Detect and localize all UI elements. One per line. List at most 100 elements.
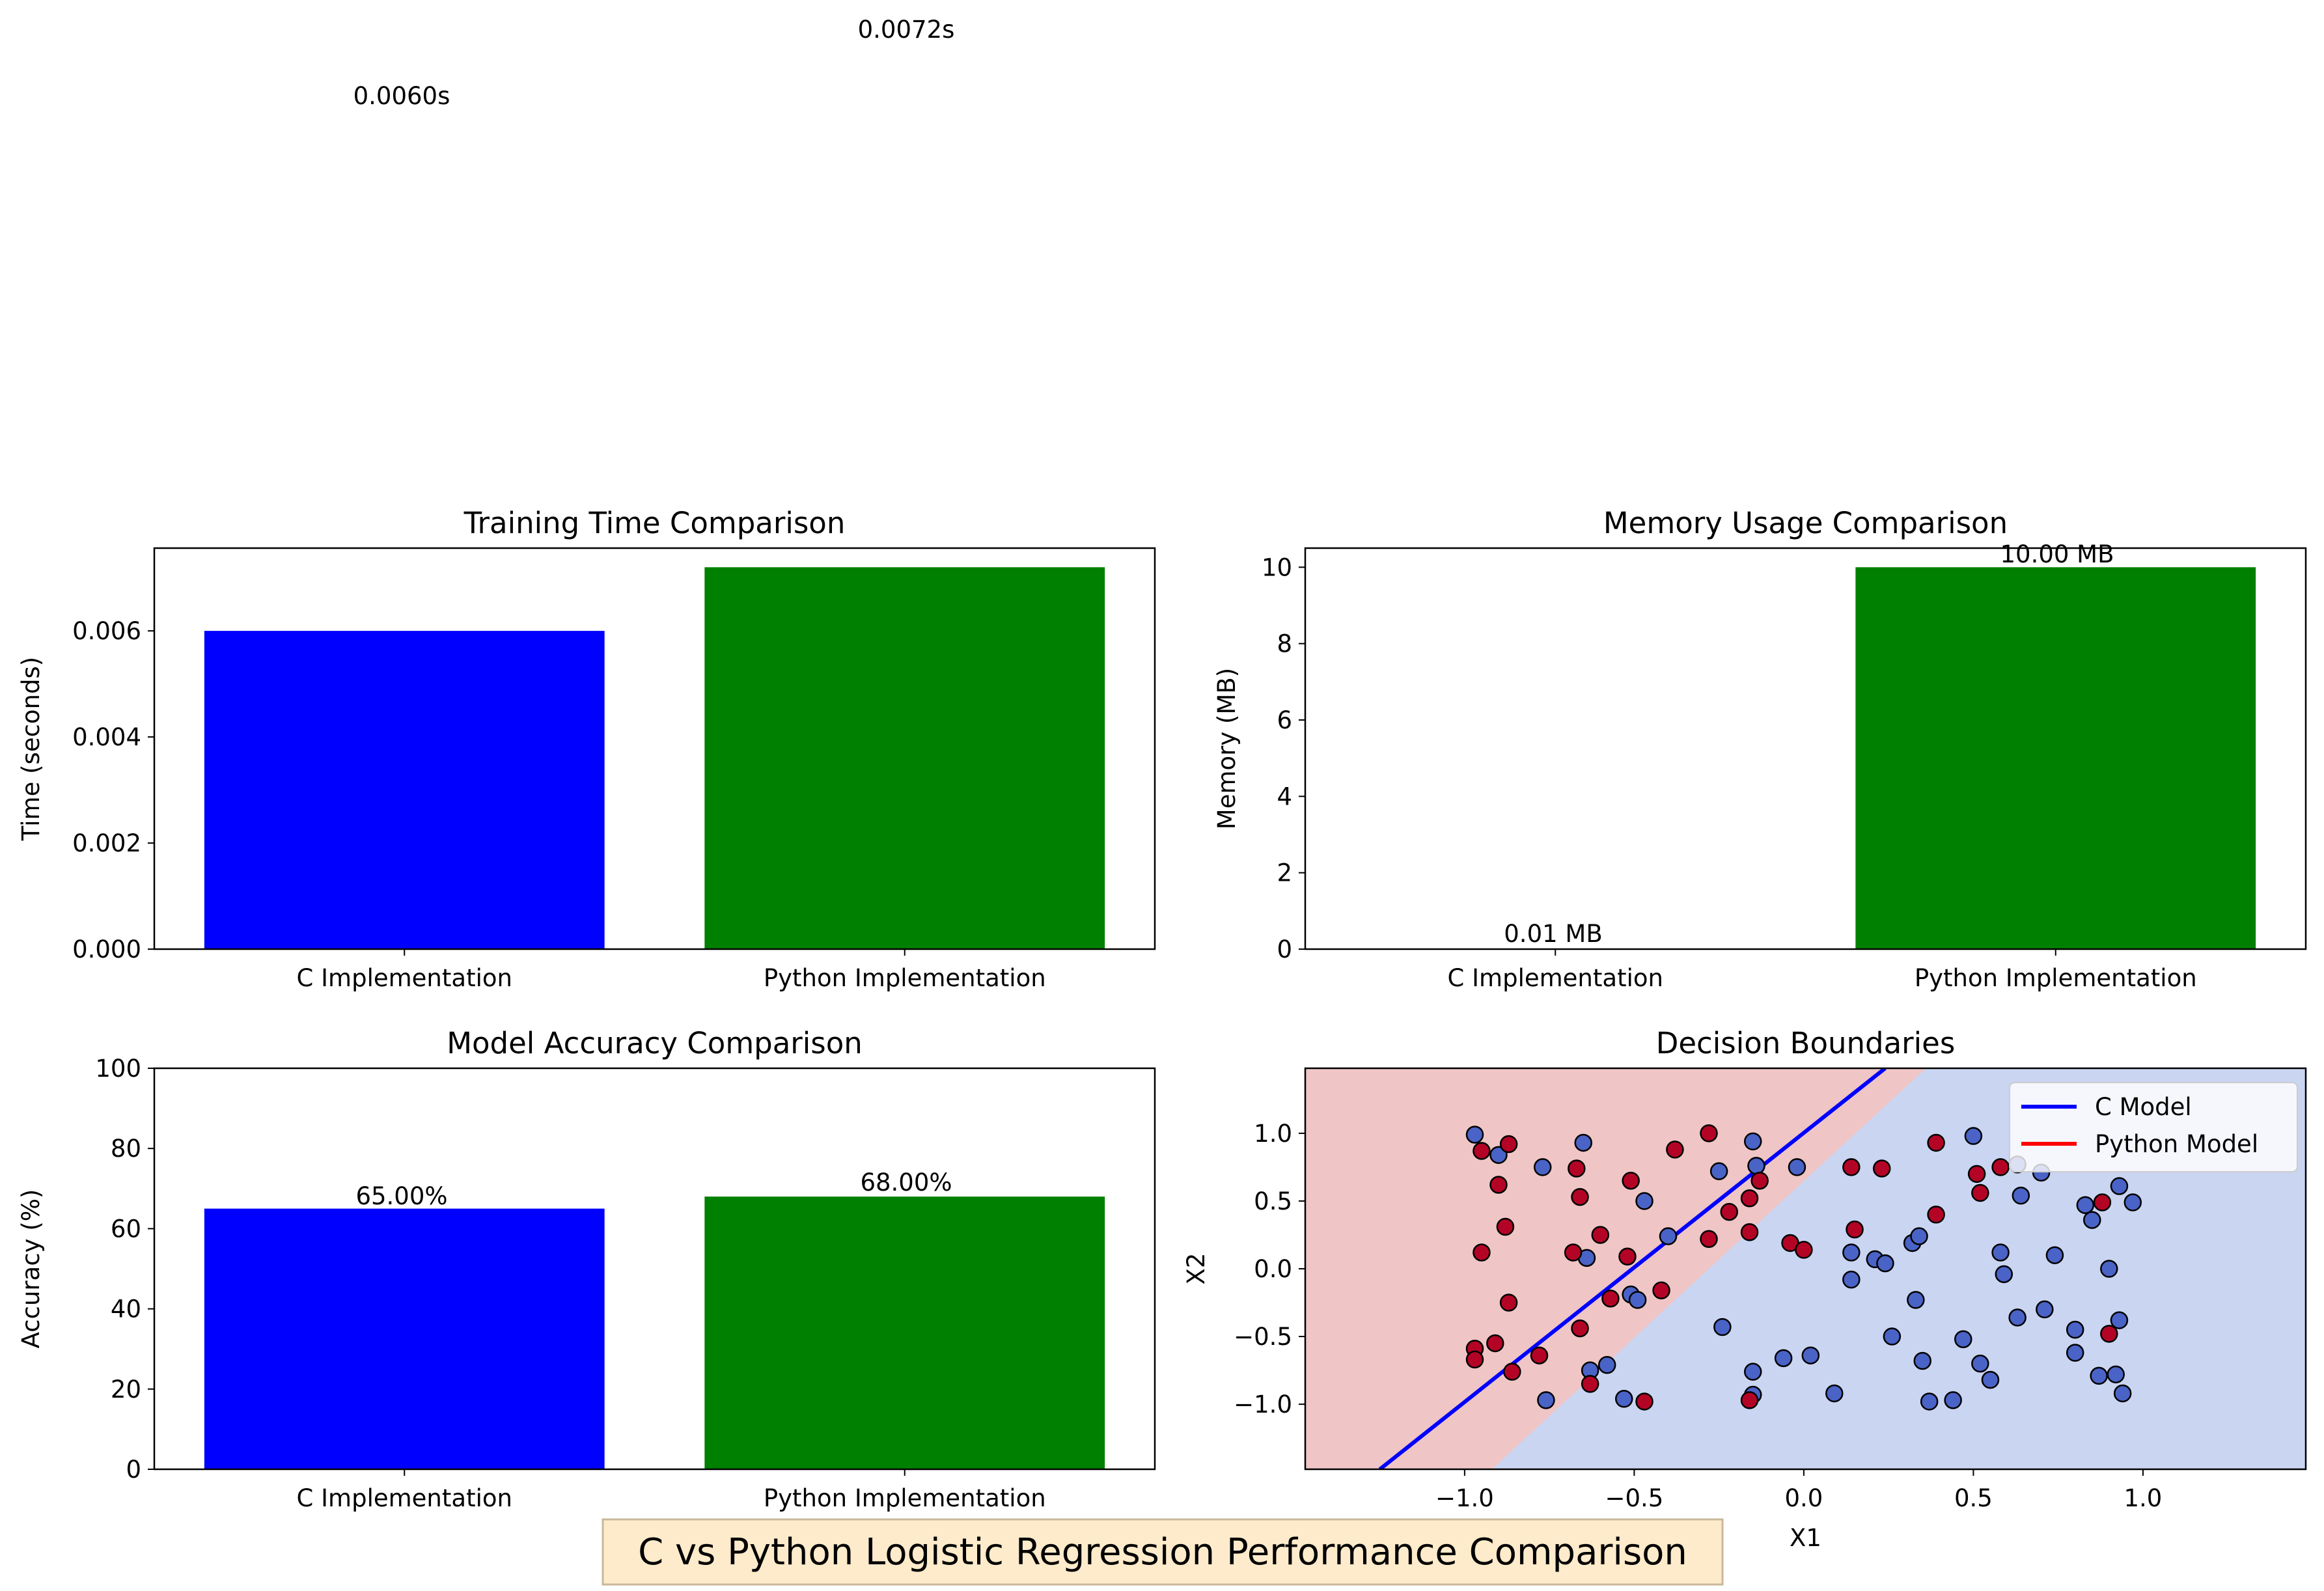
x-tick-label: 0.0	[1784, 1484, 1823, 1512]
data-point	[1465, 1126, 1484, 1144]
data-point	[1571, 1187, 1589, 1206]
chart-title: Memory Usage Comparison	[1603, 506, 2008, 540]
suptitle-box	[602, 1518, 1724, 1586]
data-point	[1571, 1319, 1589, 1338]
chart-title: Model Accuracy Comparison	[447, 1026, 863, 1060]
y-tick-label: 60	[111, 1215, 141, 1243]
x-tick-label: 1.0	[2123, 1484, 2162, 1512]
y-tick-label: −1.0	[1234, 1390, 1292, 1418]
x-tick-label: C Implementation	[297, 964, 512, 992]
suptitle: C vs Python Logistic Regression Performa…	[638, 1531, 1687, 1573]
data-point	[1615, 1390, 1633, 1408]
data-point	[1568, 1159, 1586, 1178]
value-label: 10.00 MB	[2000, 540, 2114, 568]
axes-frame	[1304, 547, 2307, 950]
data-point	[2076, 1196, 2095, 1214]
data-point	[1907, 1291, 1925, 1309]
data-point	[2066, 1320, 2084, 1339]
x-tick-label: C Implementation	[1448, 964, 1663, 992]
data-point	[1496, 1217, 1515, 1236]
data-point	[1700, 1230, 1718, 1248]
data-point	[2110, 1177, 2129, 1195]
decision-boundaries-chart: −1.0 −0.5 0.0 0.5 1.0 −1.0 −0.5 0.0 0.5 1.0 Decisi…	[1182, 1026, 2307, 1552]
y-tick-label: 80	[111, 1135, 141, 1163]
data-point	[1652, 1281, 1670, 1300]
data-point	[1635, 1192, 1653, 1210]
x-tick-label: −0.5	[1605, 1484, 1663, 1512]
data-point	[1628, 1291, 1647, 1309]
decision-line-0	[1378, 1068, 1887, 1469]
y-tick-label: 0	[126, 1456, 141, 1484]
y-tick-label: 4	[1277, 782, 1292, 810]
data-point	[1574, 1133, 1592, 1152]
x-tick-label: −1.0	[1435, 1484, 1494, 1512]
data-point	[1747, 1157, 1765, 1175]
data-point	[1954, 1330, 1972, 1348]
bar-accuracy-1	[704, 1197, 1105, 1469]
y-tick-label: 8	[1277, 630, 1292, 658]
data-point	[1618, 1247, 1637, 1266]
data-point	[1743, 1363, 1762, 1381]
y-axis-label: Memory (MB)	[1213, 668, 1241, 829]
data-point	[1883, 1327, 1902, 1346]
value-label: 0.0072s	[858, 16, 955, 44]
data-point	[1564, 1243, 1583, 1262]
data-point	[2093, 1193, 2112, 1211]
bar-time-1	[704, 567, 1105, 949]
legend: C Model Python Model	[2009, 1082, 2298, 1172]
bar-time-0	[204, 631, 605, 949]
data-point	[2083, 1211, 2101, 1229]
y-tick-label: 6	[1277, 706, 1292, 734]
data-point	[1700, 1124, 1718, 1142]
value-label: 0.01 MB	[1504, 920, 1602, 948]
data-point	[1910, 1227, 1928, 1245]
legend-label: C Model	[2095, 1093, 2192, 1121]
data-point	[1944, 1391, 1962, 1409]
data-point	[2008, 1308, 2027, 1327]
data-point	[1622, 1171, 1640, 1190]
data-point	[1927, 1133, 1945, 1152]
data-point	[1740, 1189, 1759, 1208]
data-point	[1598, 1356, 1616, 1374]
y-tick-label: 0.004	[72, 723, 141, 751]
data-point	[1537, 1391, 1555, 1409]
data-point	[1499, 1135, 1518, 1154]
axes-frame	[1304, 1067, 2307, 1471]
data-point	[1743, 1132, 1762, 1151]
data-point	[1750, 1171, 1769, 1190]
data-point	[2100, 1325, 2118, 1343]
y-tick-label: 2	[1277, 859, 1292, 887]
data-point	[1842, 1158, 1861, 1176]
data-point	[1842, 1243, 1861, 1262]
data-point	[1967, 1165, 1986, 1183]
x-tick-label: 0.5	[1954, 1484, 1993, 1512]
data-point	[1795, 1241, 1813, 1259]
chart-title: Decision Boundaries	[1656, 1026, 1956, 1060]
x-tick-label: Python Implementation	[764, 964, 1046, 992]
data-point	[2107, 1365, 2125, 1384]
value-label: 68.00%	[860, 1169, 952, 1197]
data-point	[1991, 1243, 2010, 1262]
x-tick-label: C Implementation	[297, 1484, 512, 1512]
data-point	[1774, 1349, 1793, 1368]
data-point	[1913, 1351, 1932, 1370]
data-point	[1709, 1162, 1728, 1180]
y-axis-label: Accuracy (%)	[17, 1189, 45, 1349]
x-tick-label: Python Implementation	[764, 1484, 1046, 1512]
data-point	[1591, 1226, 1610, 1244]
data-point	[1659, 1227, 1678, 1245]
axes-frame	[153, 1067, 1156, 1471]
data-point	[1971, 1183, 1989, 1202]
data-point	[1666, 1141, 1684, 1159]
y-tick-label: 40	[111, 1295, 141, 1323]
data-point	[1981, 1370, 2000, 1389]
data-point	[1927, 1206, 1945, 1224]
data-point	[1991, 1158, 2010, 1176]
legend-box	[2009, 1082, 2298, 1172]
legend-label: Python Model	[2095, 1130, 2258, 1158]
data-point	[2012, 1186, 2030, 1205]
memory-usage-chart: C Implementation 0.01 MB Python Implementa…	[1213, 506, 2307, 992]
y-tick-label: 10	[1262, 553, 1292, 581]
y-tick-label: 1.0	[1254, 1120, 1292, 1148]
